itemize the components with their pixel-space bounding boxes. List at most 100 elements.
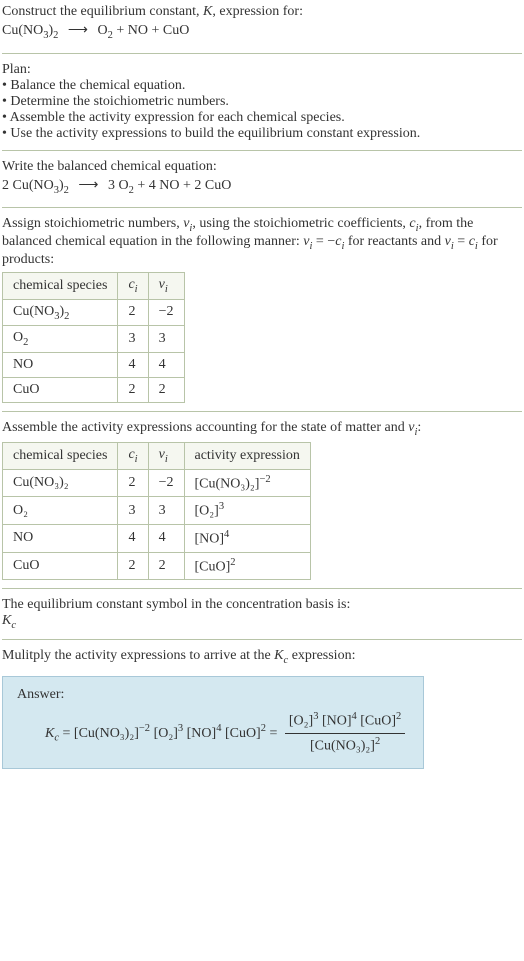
exp: 2 bbox=[230, 557, 235, 568]
ci-cell: 4 bbox=[118, 525, 148, 553]
sub: 2 bbox=[23, 337, 28, 348]
species-cell: CuO bbox=[3, 378, 118, 403]
table-row: NO 4 4 [NO]4 bbox=[3, 525, 311, 553]
p: [NO] bbox=[318, 714, 351, 729]
table-row: O₂ 3 3 [O₂]3 bbox=[3, 497, 311, 525]
multiply-section: Mulitply the activity expressions to arr… bbox=[2, 648, 522, 666]
col-nui: νi bbox=[148, 272, 184, 299]
nui-cell: −2 bbox=[148, 299, 184, 326]
p: [O₂] bbox=[150, 726, 178, 741]
product: 3 O bbox=[108, 178, 129, 193]
reactant: Cu(NO bbox=[2, 23, 43, 38]
species-cell: O₂ bbox=[3, 497, 118, 525]
base: [CuO] bbox=[195, 559, 231, 574]
ci-cell: 3 bbox=[118, 326, 148, 353]
activity-cell: [O₂]3 bbox=[184, 497, 310, 525]
plan-bullet: • Balance the chemical equation. bbox=[2, 78, 522, 94]
species-cell: NO bbox=[3, 353, 118, 378]
balanced-equation: 2 Cu(NO3)2 ⟶ 3 O2 + 4 NO + 2 CuO bbox=[2, 175, 522, 200]
nui-cell: −2 bbox=[148, 469, 184, 497]
sub: 2 bbox=[53, 30, 58, 41]
ci-cell: 3 bbox=[118, 497, 148, 525]
sub: 2 bbox=[64, 184, 69, 195]
activity-section: Assemble the activity expressions accoun… bbox=[2, 420, 522, 580]
plan-title: Plan: bbox=[2, 62, 522, 78]
stoich-table: chemical species ci νi Cu(NO3)2 2 −2 O2 … bbox=[2, 272, 185, 403]
ci-cell: 2 bbox=[118, 299, 148, 326]
activity-cell: [Cu(NO₃)₂]−2 bbox=[184, 469, 310, 497]
eq: = bbox=[266, 726, 281, 741]
nui-cell: 2 bbox=[148, 378, 184, 403]
table-row: Cu(NO3)2 2 −2 bbox=[3, 299, 185, 326]
table-row: O2 3 3 bbox=[3, 326, 185, 353]
divider bbox=[2, 207, 522, 208]
table-row: CuO 2 2 bbox=[3, 378, 185, 403]
c: c bbox=[11, 620, 16, 631]
col-species: chemical species bbox=[3, 442, 118, 469]
p: [O₂] bbox=[289, 714, 313, 729]
table-header-row: chemical species ci νi activity expressi… bbox=[3, 442, 311, 469]
ci-cell: 2 bbox=[118, 469, 148, 497]
stoich-section: Assign stoichiometric numbers, νi, using… bbox=[2, 216, 522, 403]
sp: Cu(NO bbox=[13, 304, 54, 319]
t: : bbox=[417, 420, 421, 435]
t: for reactants and bbox=[344, 234, 444, 249]
divider bbox=[2, 150, 522, 151]
nui-cell: 4 bbox=[148, 525, 184, 553]
species-cell: NO bbox=[3, 525, 118, 553]
i: i bbox=[165, 284, 168, 295]
header-line1: Construct the equilibrium constant, K, e… bbox=[2, 4, 522, 20]
table-row: NO 4 4 bbox=[3, 353, 185, 378]
nui-cell: 3 bbox=[148, 497, 184, 525]
exp: −2 bbox=[259, 474, 270, 485]
activity-title: Assemble the activity expressions accoun… bbox=[2, 420, 522, 438]
product: O bbox=[97, 23, 107, 38]
fraction: [O₂]3 [NO]4 [CuO]2[Cu(NO₃)₂]2 bbox=[285, 709, 405, 758]
K-symbol: K bbox=[203, 4, 212, 19]
divider bbox=[2, 639, 522, 640]
symbol-section: The equilibrium constant symbol in the c… bbox=[2, 597, 522, 631]
p: [CuO] bbox=[221, 726, 260, 741]
activity-cell: [CuO]2 bbox=[184, 552, 310, 580]
arrow-icon: ⟶ bbox=[68, 23, 88, 38]
product2: + 4 NO + 2 CuO bbox=[134, 178, 231, 193]
e: 2 bbox=[375, 736, 380, 747]
t: = − bbox=[312, 234, 335, 249]
sp: O bbox=[13, 330, 23, 345]
intro-text2: , expression for: bbox=[212, 4, 303, 19]
nui-cell: 3 bbox=[148, 326, 184, 353]
base: [O₂] bbox=[195, 504, 219, 519]
p: [Cu(NO₃)₂] bbox=[74, 726, 139, 741]
t: expression: bbox=[288, 648, 355, 663]
p: [NO] bbox=[183, 726, 216, 741]
table-row: Cu(NO₃)₂ 2 −2 [Cu(NO₃)₂]−2 bbox=[3, 469, 311, 497]
base: [NO] bbox=[195, 532, 225, 547]
answer-label: Answer: bbox=[17, 687, 409, 703]
answer-box: Answer: Kc = [Cu(NO₃)₂]−2 [O₂]3 [NO]4 [C… bbox=[2, 676, 424, 769]
reactant: 2 Cu(NO bbox=[2, 178, 54, 193]
divider bbox=[2, 411, 522, 412]
K: K bbox=[45, 726, 54, 741]
divider bbox=[2, 588, 522, 589]
plan-bullet: • Assemble the activity expression for e… bbox=[2, 110, 522, 126]
activity-cell: [NO]4 bbox=[184, 525, 310, 553]
product2: + NO + CuO bbox=[113, 23, 189, 38]
unbalanced-equation: Cu(NO3)2 ⟶ O2 + NO + CuO bbox=[2, 20, 522, 45]
p: [Cu(NO₃)₂] bbox=[310, 739, 375, 754]
p: [CuO] bbox=[357, 714, 396, 729]
t: , using the stoichiometric coefficients, bbox=[192, 216, 409, 231]
species-cell: CuO bbox=[3, 552, 118, 580]
exp: 4 bbox=[224, 529, 229, 540]
species-cell: O2 bbox=[3, 326, 118, 353]
i: i bbox=[135, 284, 138, 295]
K: K bbox=[274, 648, 283, 663]
ci-cell: 2 bbox=[118, 552, 148, 580]
nui-cell: 4 bbox=[148, 353, 184, 378]
nui-cell: 2 bbox=[148, 552, 184, 580]
activity-table: chemical species ci νi activity expressi… bbox=[2, 442, 311, 580]
divider bbox=[2, 53, 522, 54]
species-cell: Cu(NO3)2 bbox=[3, 299, 118, 326]
stoich-text: Assign stoichiometric numbers, νi, using… bbox=[2, 216, 522, 268]
K: K bbox=[2, 613, 11, 628]
col-activity: activity expression bbox=[184, 442, 310, 469]
